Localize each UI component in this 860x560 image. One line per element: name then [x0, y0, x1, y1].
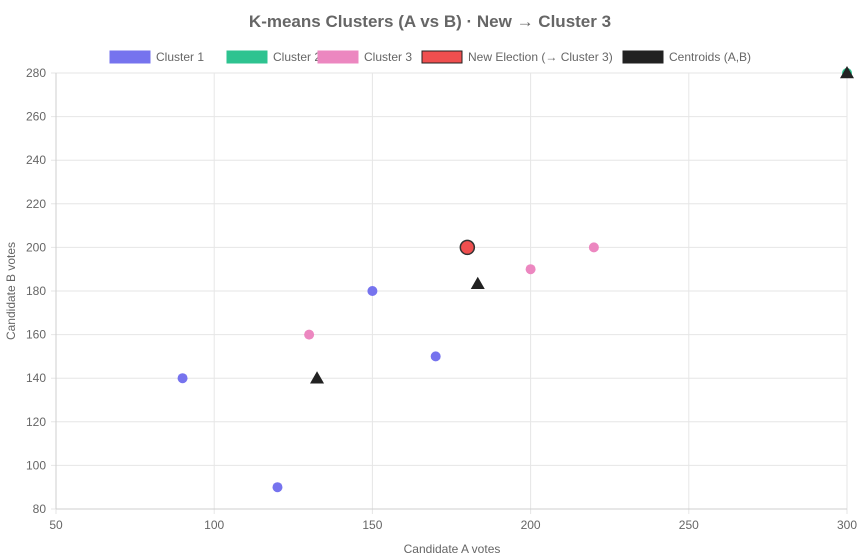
point-centroids-a-b [840, 66, 854, 79]
legend-swatch [317, 50, 359, 64]
legend-swatch [109, 50, 151, 64]
y-tick-label: 160 [26, 328, 46, 342]
legend-item-new-election-cluster-3[interactable]: New Election (→ Cluster 3) [421, 50, 613, 64]
legend: Cluster 1 Cluster 2 Cluster 3 New Election … [109, 50, 751, 64]
y-tick-label: 260 [26, 110, 46, 124]
point-cluster-3 [525, 264, 536, 275]
y-tick-label: 280 [26, 66, 46, 80]
legend-swatch [226, 50, 268, 64]
y-tick-label: 120 [26, 415, 46, 429]
chart-title: K-means Clusters (A vs B) · New → Cluste… [249, 12, 611, 31]
legend-label: New Election (→ Cluster 3) [468, 50, 613, 64]
legend-label: Cluster 2 [273, 50, 321, 64]
x-axis-label: Candidate A votes [404, 542, 501, 556]
x-tick-label: 150 [362, 518, 382, 532]
point-new-election-cluster-3 [459, 239, 476, 256]
x-tick-label: 250 [679, 518, 699, 532]
point-cluster-3 [588, 242, 599, 253]
x-tick-label: 50 [49, 518, 63, 532]
point-cluster-1 [367, 286, 378, 296]
data-points [177, 66, 854, 493]
y-tick-label: 200 [26, 240, 46, 254]
point-centroids-a-b [310, 371, 325, 384]
legend-label: Centroids (A,B) [669, 50, 751, 64]
point-centroids-a-b [470, 276, 485, 290]
y-tick-label: 100 [26, 458, 46, 472]
y-tick-label: 240 [26, 153, 46, 167]
legend-label: Cluster 3 [364, 50, 412, 64]
legend-item-centroids-a-b[interactable]: Centroids (A,B) [622, 50, 751, 64]
x-tick-label: 100 [204, 518, 224, 532]
y-tick-label: 140 [26, 371, 46, 385]
legend-label: Cluster 1 [156, 50, 204, 64]
point-cluster-3 [304, 329, 315, 340]
legend-item-cluster-1[interactable]: Cluster 1 [109, 50, 204, 64]
x-tick-label: 300 [837, 518, 857, 532]
grid [51, 72, 848, 514]
legend-swatch [421, 50, 463, 64]
y-tick-label: 220 [26, 197, 46, 211]
axes: 50 100 150 200 250 300 80 100 120 140 160 180 200 220… [26, 66, 857, 532]
point-cluster-1 [272, 482, 283, 493]
y-axis-label: Candidate B votes [4, 242, 18, 340]
legend-item-cluster-2[interactable]: Cluster 2 [226, 50, 321, 64]
y-tick-label: 80 [33, 502, 47, 516]
legend-swatch [622, 50, 664, 64]
legend-item-cluster-3[interactable]: Cluster 3 [317, 50, 412, 64]
x-tick-label: 200 [521, 518, 541, 532]
point-cluster-1 [430, 351, 441, 362]
point-cluster-1 [177, 373, 188, 384]
y-tick-label: 180 [26, 284, 46, 298]
